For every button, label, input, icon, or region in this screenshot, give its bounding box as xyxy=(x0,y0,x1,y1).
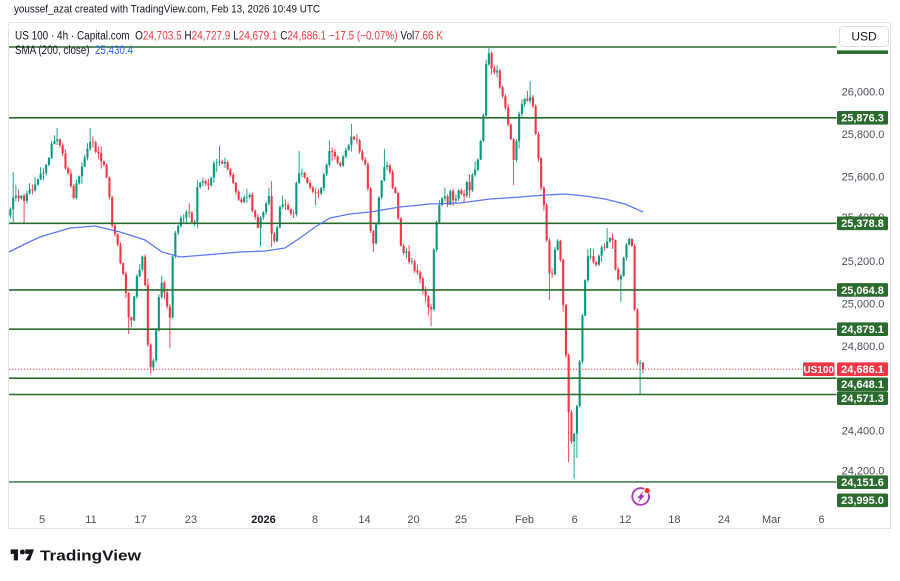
svg-text:2026: 2026 xyxy=(251,514,275,526)
svg-text:24,400.0: 24,400.0 xyxy=(842,426,885,438)
svg-text:25,378.8: 25,378.8 xyxy=(841,218,884,230)
svg-text:23,995.0: 23,995.0 xyxy=(841,495,884,507)
svg-text:17: 17 xyxy=(134,514,146,526)
svg-text:24,648.1: 24,648.1 xyxy=(841,379,884,391)
svg-text:24: 24 xyxy=(718,514,730,526)
svg-text:25,200.0: 25,200.0 xyxy=(842,256,885,268)
svg-text:6: 6 xyxy=(819,514,825,526)
svg-text:8: 8 xyxy=(312,514,318,526)
svg-text:18: 18 xyxy=(668,514,680,526)
svg-text:11: 11 xyxy=(85,514,96,526)
svg-text:25,064.8: 25,064.8 xyxy=(841,285,884,297)
svg-text:5: 5 xyxy=(39,514,45,526)
svg-text:6: 6 xyxy=(572,514,578,526)
svg-text:Mar: Mar xyxy=(762,514,781,526)
svg-text:US 100 · 4h · Capital.com O24: US 100 · 4h · Capital.com O24,703.5 H24,… xyxy=(15,31,443,43)
svg-text:SMA (200, close) 25,430.4: SMA (200, close) 25,430.4 xyxy=(15,45,134,57)
svg-text:Feb: Feb xyxy=(515,514,534,526)
svg-text:25,876.3: 25,876.3 xyxy=(841,113,884,125)
svg-text:24,200.0: 24,200.0 xyxy=(842,465,885,477)
svg-text:25: 25 xyxy=(455,514,467,526)
svg-text:TradingView: TradingView xyxy=(40,548,142,564)
svg-text:25,800.0: 25,800.0 xyxy=(842,129,885,141)
svg-text:youssef_azat created with Trad: youssef_azat created with TradingView.co… xyxy=(14,4,320,16)
svg-text:24,686.1: 24,686.1 xyxy=(841,364,884,376)
svg-text:24,151.6: 24,151.6 xyxy=(841,477,884,489)
svg-text:24,800.0: 24,800.0 xyxy=(842,341,885,353)
svg-text:20: 20 xyxy=(407,514,419,526)
svg-text:US100: US100 xyxy=(803,365,834,376)
svg-text:26,000.0: 26,000.0 xyxy=(842,87,885,99)
svg-text:25,600.0: 25,600.0 xyxy=(842,171,885,183)
svg-text:24,571.3: 24,571.3 xyxy=(841,393,884,405)
svg-text:14: 14 xyxy=(358,514,370,526)
svg-text:23: 23 xyxy=(185,514,197,526)
svg-text:25,000.0: 25,000.0 xyxy=(842,299,885,311)
svg-text:24,879.1: 24,879.1 xyxy=(841,324,884,336)
svg-text:12: 12 xyxy=(619,514,631,526)
svg-text:USD: USD xyxy=(851,30,877,44)
